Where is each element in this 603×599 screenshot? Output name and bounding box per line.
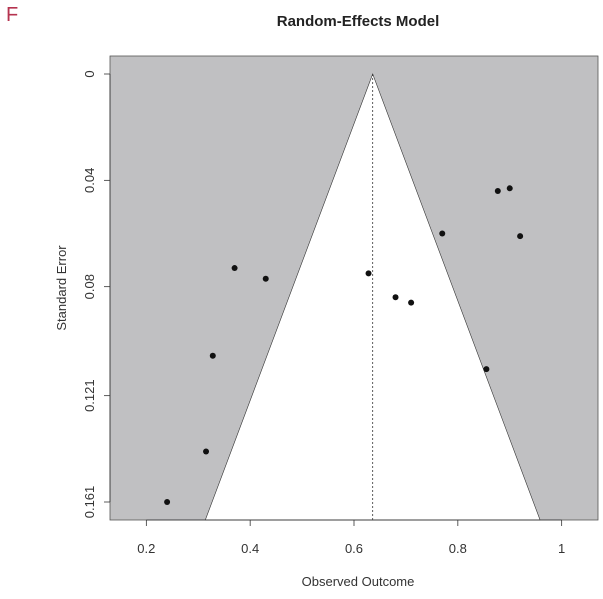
data-point-7: [392, 294, 399, 301]
y-axis: 0 0.04 0.08 0.121 0.161: [82, 70, 111, 519]
data-point-3: [209, 352, 216, 359]
data-point-9: [439, 230, 446, 237]
data-point-8: [408, 299, 415, 306]
x-tick-label: 1: [558, 541, 565, 556]
x-tick-label: 0.6: [345, 541, 363, 556]
x-tick-label: 0.4: [241, 541, 259, 556]
data-point-13: [517, 233, 524, 240]
data-point-1: [164, 499, 171, 505]
x-axis: 0.2 0.4 0.6 0.8 1: [137, 519, 565, 556]
x-tick-label: 0.8: [449, 541, 467, 556]
data-point-2: [203, 448, 210, 455]
data-point-5: [262, 275, 269, 282]
y-tick-label: 0.121: [82, 379, 97, 412]
y-tick-label: 0: [82, 70, 97, 77]
x-tick-label: 0.2: [137, 541, 155, 556]
y-tick-label: 0.04: [82, 168, 97, 193]
panel-label: F: [6, 4, 19, 26]
chart-title: Random-Effects Model: [277, 13, 440, 30]
data-point-12: [506, 185, 513, 192]
plot-area: [109, 55, 599, 521]
y-tick-label: 0.161: [82, 486, 97, 519]
data-point-10: [483, 366, 490, 373]
y-tick-label: 0.08: [82, 274, 97, 299]
data-point-6: [365, 270, 372, 277]
data-point-4: [231, 265, 238, 272]
y-axis-title: Standard Error: [54, 245, 69, 331]
x-axis-title: Observed Outcome: [302, 574, 415, 589]
data-point-11: [494, 187, 501, 194]
